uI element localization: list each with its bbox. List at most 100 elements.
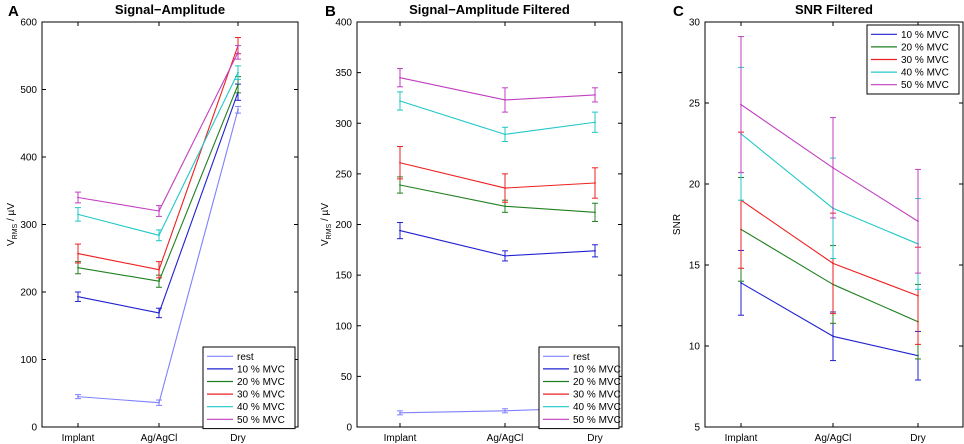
data-point — [594, 121, 596, 124]
data-point — [77, 252, 79, 255]
series-line-segment — [832, 283, 919, 323]
series-line-segment — [832, 262, 919, 297]
series-50-mvc — [738, 36, 921, 274]
series-line-segment — [740, 104, 834, 169]
legend-label: 40 % MVC — [237, 402, 285, 413]
data-point — [77, 395, 79, 398]
y-tick-label: 400 — [335, 18, 352, 29]
data-point — [77, 295, 79, 298]
data-point — [399, 161, 401, 164]
legend-box — [202, 346, 296, 430]
legend-label: 20 % MVC — [237, 377, 285, 388]
data-point — [504, 205, 506, 208]
series-line-segment — [158, 72, 239, 236]
series-10-mvc — [397, 221, 598, 262]
x-tick-label: Ag/AgCl — [141, 433, 178, 444]
series-30-mvc — [738, 131, 921, 345]
data-point — [158, 401, 160, 404]
data-point — [399, 100, 401, 102]
legend-label: 50 % MVC — [901, 80, 949, 91]
data-point — [740, 281, 742, 284]
data-point — [158, 210, 160, 212]
legend-label: 10 % MVC — [573, 364, 621, 375]
panel-a: A Signal−Amplitude 0 100 200 300 400 500 600 Impl… — [6, 2, 299, 444]
panel-b: B Signal−Amplitude Filtered 0 50 100 150 200 25… — [320, 2, 623, 444]
data-point — [237, 51, 239, 54]
series-line-segment — [504, 205, 596, 213]
x-tick-label: Implant — [384, 433, 417, 444]
legend-label: rest — [237, 352, 254, 363]
series-50-mvc — [75, 45, 241, 217]
y-tick-label: 50 — [341, 372, 353, 383]
series-line-segment — [158, 109, 239, 403]
series-line-segment — [504, 182, 596, 189]
legend-label: 40 % MVC — [573, 402, 621, 413]
legend-label: 10 % MVC — [901, 30, 949, 41]
series-line-segment — [740, 228, 834, 285]
axes-box — [704, 21, 964, 428]
data-point — [237, 71, 239, 74]
series-line-segment — [399, 162, 506, 189]
x-tick-label: Dry — [910, 433, 926, 444]
data-point — [832, 166, 834, 169]
series-line-segment — [77, 213, 160, 236]
y-axis-label: VRMS / µV — [320, 203, 333, 246]
y-tick-label: 5 — [694, 423, 700, 434]
data-point — [158, 234, 160, 237]
y-tick-label: 25 — [689, 99, 701, 110]
series-line-segment — [399, 184, 506, 207]
series-40-mvc — [738, 66, 921, 290]
series-20-mvc — [738, 177, 921, 360]
y-tick-label: 100 — [335, 321, 352, 332]
series-line-segment — [77, 296, 160, 314]
data-point — [399, 184, 401, 186]
series-line-segment — [158, 45, 239, 270]
y-tick-label: 0 — [31, 423, 37, 434]
y-tick-label: 15 — [689, 261, 701, 272]
series-40-mvc — [75, 65, 241, 242]
data-point — [832, 262, 834, 265]
data-point — [504, 133, 506, 136]
series-line-segment — [832, 335, 919, 357]
y-tick-label: 200 — [20, 288, 37, 299]
y-axis-label: VRMS / µV — [6, 203, 19, 246]
x-tick-label: Implant — [725, 433, 758, 444]
data-point — [237, 83, 239, 86]
y-tick-label: 0 — [346, 423, 352, 434]
data-point — [158, 280, 160, 283]
data-point — [158, 312, 160, 314]
y-tick-label: 350 — [335, 68, 352, 79]
series-line-segment — [399, 77, 506, 101]
y-tick-label: 400 — [20, 153, 37, 164]
series-line-segment — [77, 396, 160, 404]
series-line-segment — [740, 133, 834, 209]
series-line-segment — [832, 167, 919, 222]
panel-c: C SNR Filtered 5 10 15 20 25 30 Implant Ag/AgCl Dr… — [672, 2, 964, 444]
series-line-segment — [399, 410, 506, 414]
series-line-segment — [504, 94, 596, 101]
data-point — [504, 254, 506, 257]
series-line-segment — [832, 207, 919, 245]
y-tick-label: 30 — [689, 18, 701, 29]
legend-label: 10 % MVC — [237, 364, 285, 375]
data-point — [237, 108, 239, 111]
x-tick-label: Dry — [587, 433, 603, 444]
series-20-mvc — [397, 176, 598, 222]
y-tick-label: 300 — [335, 119, 352, 130]
series-line-segment — [399, 100, 506, 135]
data-point — [77, 266, 79, 269]
legend-label: 30 % MVC — [237, 390, 285, 401]
data-point — [504, 187, 506, 189]
x-tick-label: Dry — [230, 433, 246, 444]
series-10-mvc — [738, 249, 921, 381]
y-tick-label: 200 — [335, 220, 352, 231]
data-point — [77, 213, 79, 216]
series-line-segment — [504, 250, 596, 257]
data-point — [594, 182, 596, 184]
x-tick-label: Ag/AgCl — [815, 433, 852, 444]
chart-title: SNR Filtered — [795, 2, 873, 17]
data-point — [399, 76, 401, 79]
